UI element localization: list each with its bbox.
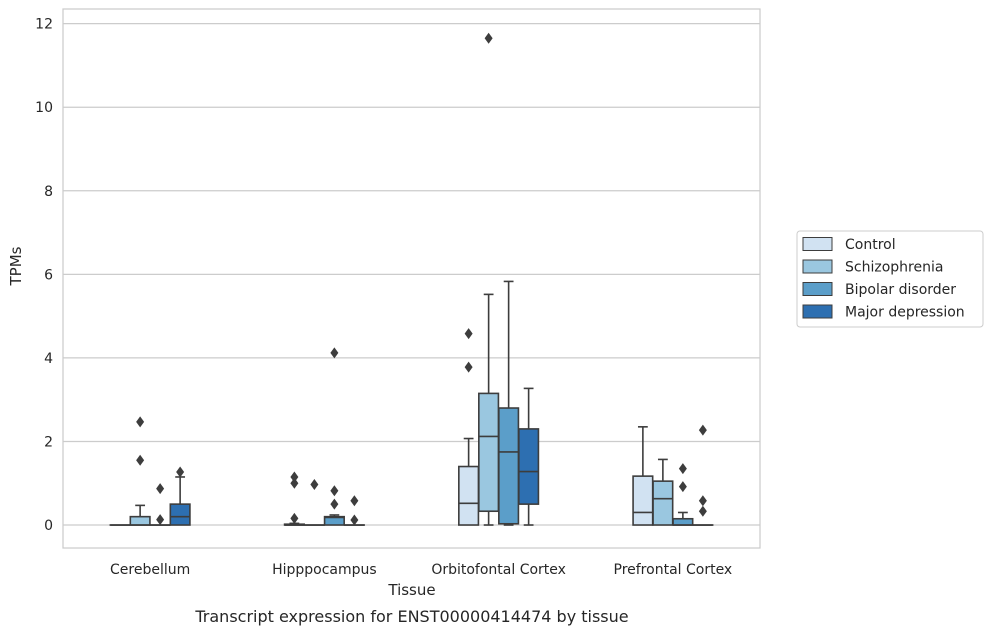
outlier-point	[464, 328, 473, 340]
outlier-point	[678, 463, 687, 475]
box-iqr	[478, 392, 500, 513]
y-tick-label-8: 8	[44, 184, 53, 200]
outlier-point	[136, 454, 145, 466]
x-axis-title: Tissue	[387, 581, 435, 599]
chart-caption: Transcript expression for ENST0000041447…	[194, 607, 628, 626]
outlier-point	[484, 32, 493, 44]
box-groups	[109, 32, 714, 526]
box-orbitofontal-cortex	[458, 328, 480, 526]
legend-swatch-control	[802, 237, 833, 251]
outlier-point	[698, 424, 707, 436]
y-tick-label-10: 10	[35, 100, 53, 116]
outlier-point	[330, 498, 339, 510]
box-hipppocampus	[283, 471, 305, 526]
outlier-point	[698, 495, 707, 507]
box-hipppocampus	[343, 495, 365, 526]
box-hipppocampus	[323, 347, 345, 526]
box-orbitofontal-cortex	[478, 32, 500, 526]
outlier-point	[290, 512, 299, 524]
box-prefrontal-cortex	[692, 424, 714, 526]
y-tick-label-4: 4	[44, 351, 53, 367]
box-cerebellum	[149, 483, 171, 526]
legend-swatch-major-depression	[802, 304, 833, 319]
box-cerebellum	[129, 416, 151, 526]
box-iqr	[632, 475, 654, 526]
grid-lines	[63, 22, 760, 526]
x-tick-label-cerebellum: Cerebellum	[110, 562, 190, 578]
box-iqr	[129, 515, 151, 526]
box-prefrontal-cortex	[632, 426, 654, 526]
plot-area-frame	[62, 8, 761, 549]
outlier-point	[290, 477, 299, 489]
box-iqr	[518, 428, 540, 505]
legend-label-schizophrenia: Schizophrenia	[845, 260, 943, 276]
y-tick-label-12: 12	[35, 17, 53, 33]
x-tick-label-hipppocampus: Hipppocampus	[272, 562, 377, 578]
box-prefrontal-cortex	[652, 458, 674, 526]
outlier-point	[330, 485, 339, 497]
legend-swatch-bipolar-disorder	[802, 282, 833, 296]
box-iqr	[498, 407, 520, 525]
y-tick-label-6: 6	[44, 267, 53, 283]
outlier-point	[464, 361, 473, 373]
box-iqr	[458, 465, 480, 526]
box-orbitofontal-cortex	[498, 280, 520, 526]
x-tick-label-prefrontal-cortex: Prefrontal Cortex	[614, 562, 733, 578]
outlier-point	[678, 481, 687, 493]
outlier-point	[698, 505, 707, 517]
series-bipolar-disorder	[149, 280, 694, 526]
outlier-point	[176, 466, 185, 478]
box-iqr	[652, 480, 674, 526]
legend-label-major-depression: Major depression	[845, 305, 965, 321]
outlier-point	[156, 483, 165, 495]
box-iqr	[323, 515, 345, 526]
series-major-depression	[169, 387, 714, 526]
legend: Control Schizophrenia Bipolar disorder Majo…	[796, 230, 984, 328]
y-tick-label-0: 0	[44, 518, 53, 534]
outlier-point	[156, 514, 165, 526]
y-axis-title: TPMs	[7, 246, 25, 286]
outlier-point	[290, 471, 299, 483]
outlier-point	[350, 514, 359, 526]
legend-label-bipolar-disorder: Bipolar disorder	[845, 282, 956, 298]
box-iqr	[169, 503, 191, 526]
x-tick-label-orbitofontal-cortex: Orbitofontal Cortex	[431, 562, 566, 578]
box-prefrontal-cortex	[672, 463, 694, 526]
outlier-point	[136, 416, 145, 428]
box-hipppocampus	[303, 478, 325, 526]
legend-label-control: Control	[845, 237, 896, 253]
box-orbitofontal-cortex	[518, 387, 540, 526]
outlier-point	[310, 478, 319, 490]
y-tick-labels: 0 2 4 6 8 10 12	[35, 17, 53, 534]
outlier-point	[350, 495, 359, 507]
outlier-point	[330, 347, 339, 359]
y-tick-label-2: 2	[44, 434, 53, 450]
legend-frame	[796, 230, 984, 328]
series-schizophrenia	[129, 32, 674, 526]
x-tick-labels: Cerebellum Hipppocampus Orbitofontal Corte…	[110, 562, 732, 578]
box-iqr	[672, 517, 694, 526]
legend-swatch-schizophrenia	[802, 259, 833, 274]
box-cerebellum	[169, 466, 191, 526]
